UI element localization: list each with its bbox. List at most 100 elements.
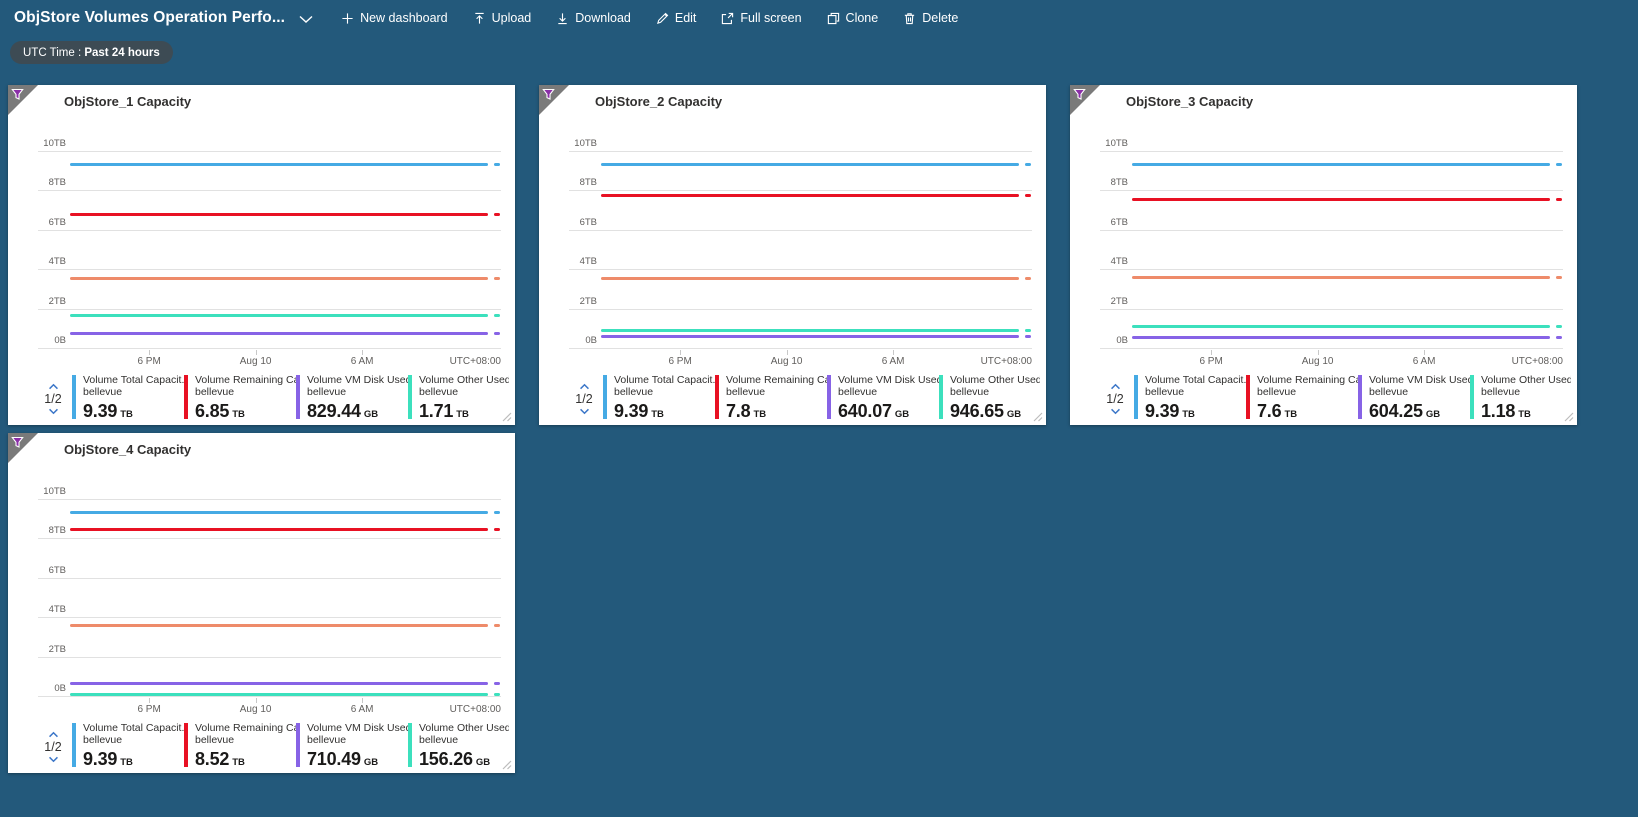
y-axis-label: 6TB: [48, 564, 66, 576]
legend-series-name: Volume VM Disk Used ...: [307, 722, 408, 734]
resize-handle[interactable]: [1564, 412, 1574, 422]
series-line: [1132, 163, 1550, 166]
legend-item[interactable]: Volume Total Capacit... bellevue 9.39 TB: [603, 374, 715, 424]
legend-color-bar: [296, 723, 300, 767]
legend-page-down-button[interactable]: [576, 407, 593, 416]
x-axis-tick: [1211, 350, 1213, 355]
legend-item[interactable]: Volume Total Capacit... bellevue 9.39 TB: [1134, 374, 1246, 424]
legend-item[interactable]: Volume Total Capacit... bellevue 9.39 TB: [72, 374, 184, 424]
legend-unit: TB: [1182, 409, 1195, 421]
chevron-down-icon: [299, 15, 313, 23]
x-axis-tick: [1424, 350, 1426, 355]
dashboard-tile[interactable]: ObjStore_4 Capacity 10TB 8TB 6TB 4TB 2TB 0B 6…: [8, 433, 515, 773]
legend-page-down-button[interactable]: [1107, 407, 1124, 416]
series-endpoint: [1025, 277, 1031, 281]
new-dashboard-button[interactable]: New dashboard: [341, 11, 448, 25]
chevron-down-icon: [48, 756, 58, 763]
x-axis-label: 6 PM: [1199, 356, 1223, 367]
y-axis-label: 8TB: [48, 525, 66, 537]
timezone-label: UTC+08:00: [1511, 356, 1563, 367]
time-filter-pill[interactable]: UTC Time : Past 24 hours: [10, 41, 173, 64]
y-axis-label: 6TB: [48, 216, 66, 228]
dashboard-tile[interactable]: ObjStore_2 Capacity 10TB 8TB 6TB 4TB 2TB 0B 6…: [539, 85, 1046, 425]
y-axis-label: 0B: [1116, 335, 1128, 346]
series-line: [601, 163, 1019, 166]
legend-page-up-button[interactable]: [1107, 382, 1124, 391]
tile-title: ObjStore_3 Capacity: [1126, 94, 1254, 109]
y-axis-label: 0B: [54, 683, 66, 694]
delete-button[interactable]: Delete: [903, 11, 958, 25]
legend-resource-name: bellevue: [1369, 386, 1409, 399]
filter-icon[interactable]: [1073, 88, 1086, 101]
legend-resource-name: bellevue: [726, 386, 766, 399]
full-screen-button[interactable]: Full screen: [721, 11, 802, 25]
gridline: [1100, 269, 1563, 271]
download-button[interactable]: Download: [556, 11, 631, 25]
gridline: [1100, 229, 1563, 231]
toolbar-button-label: Full screen: [740, 11, 802, 25]
dashboard-title-dropdown[interactable]: ObjStore Volumes Operation Perfo...: [14, 9, 313, 27]
resize-handle[interactable]: [502, 412, 512, 422]
x-axis: 6 PM Aug 10 6 AM UTC+08:00: [38, 348, 501, 372]
legend-item[interactable]: Volume Remaining Cap...bellevue 7.8TB: [715, 374, 827, 424]
series-endpoint: [494, 528, 500, 532]
upload-button[interactable]: Upload: [473, 11, 531, 25]
series-endpoint: [494, 624, 500, 628]
legend-page-down-button[interactable]: [45, 407, 62, 416]
x-axis-tick: [1317, 350, 1319, 355]
legend-page-down-button[interactable]: [45, 755, 62, 764]
legend-resource-name: bellevue: [1257, 386, 1297, 399]
series-endpoint: [1556, 336, 1562, 340]
filter-icon[interactable]: [11, 436, 24, 449]
x-axis: 6 PM Aug 10 6 AM UTC+08:00: [1100, 348, 1563, 372]
resize-handle[interactable]: [1033, 412, 1043, 422]
y-axis-label: 10TB: [43, 138, 66, 149]
dashboard-tile[interactable]: ObjStore_3 Capacity 10TB 8TB 6TB 4TB 2TB 0B 6…: [1070, 85, 1577, 425]
legend-value: 6.85: [195, 401, 230, 422]
edit-button[interactable]: Edit: [656, 11, 696, 25]
y-axis-label: 0B: [54, 335, 66, 346]
y-axis-label: 6TB: [579, 216, 597, 228]
download-icon: [558, 12, 567, 24]
x-axis: 6 PM Aug 10 6 AM UTC+08:00: [38, 696, 501, 720]
chevron-down-icon: [48, 408, 58, 415]
series-line: [601, 194, 1019, 198]
legend-resource-name: bellevue: [195, 734, 235, 747]
resize-handle[interactable]: [502, 760, 512, 770]
clone-button[interactable]: Clone: [827, 11, 878, 25]
legend-page-up-button[interactable]: [576, 382, 593, 391]
legend-page-up-button[interactable]: [45, 382, 62, 391]
y-axis-label: 2TB: [48, 295, 66, 307]
legend-unit: GB: [363, 757, 379, 769]
x-axis-tick: [362, 698, 364, 703]
legend-item[interactable]: Volume Remaining Cap...bellevue 7.6TB: [1246, 374, 1358, 424]
series-endpoint: [494, 682, 500, 685]
clone-icon: [827, 12, 839, 24]
legend-unit: TB: [120, 757, 133, 769]
legend-unit: TB: [651, 409, 664, 421]
series-endpoint: [1556, 198, 1562, 202]
legend-series-name: Volume Total Capacit...: [614, 374, 715, 386]
dashboard-tile[interactable]: ObjStore_1 Capacity 10TB 8TB 6TB 4TB 2TB 0B 6…: [8, 85, 515, 425]
legend-item[interactable]: Volume Total Capacit... bellevue 9.39 TB: [72, 722, 184, 772]
chevron-up-icon: [48, 731, 58, 738]
filter-icon[interactable]: [542, 88, 555, 101]
series-line: [70, 163, 488, 166]
legend-items: Volume Total Capacit... bellevue 9.39 TB Vol…: [603, 374, 1040, 424]
gridline: [38, 499, 501, 500]
legend-page-up-button[interactable]: [45, 730, 62, 739]
tile-title: ObjStore_4 Capacity: [64, 442, 192, 457]
x-axis-label: Aug 10: [239, 704, 272, 715]
series-endpoint: [1025, 329, 1031, 333]
filter-icon[interactable]: [11, 88, 24, 101]
